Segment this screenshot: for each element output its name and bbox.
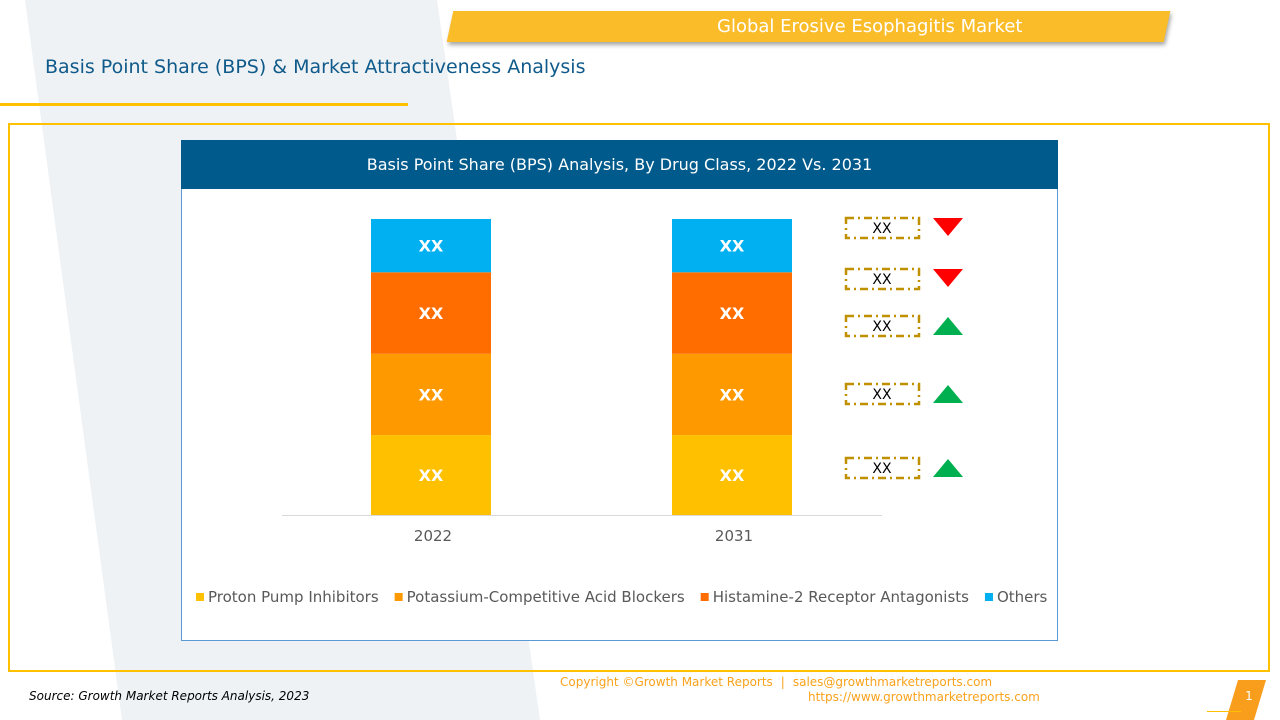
bar-segment xyxy=(672,353,792,436)
source-note: Source: Growth Market Reports Analysis, … xyxy=(29,689,310,703)
bps-label: XX xyxy=(872,387,892,403)
bps-box xyxy=(844,314,921,338)
page-line xyxy=(1207,711,1241,712)
legend-label: Potassium-Competitive Acid Blockers xyxy=(407,588,685,606)
bps-box xyxy=(844,216,921,240)
x-tick-label: 2022 xyxy=(414,527,452,545)
data-label: XX xyxy=(720,466,745,485)
data-label: XX xyxy=(720,237,745,256)
legend-swatch xyxy=(394,593,403,601)
arrow-down-icon xyxy=(933,269,963,287)
data-label: XX xyxy=(419,304,444,323)
footer-separator: | xyxy=(780,675,785,689)
bps-box xyxy=(844,456,921,480)
chart-panel xyxy=(181,140,1058,641)
arrow-up-icon xyxy=(933,385,963,403)
data-label: XX xyxy=(419,466,444,485)
bps-box xyxy=(844,267,921,291)
chart-title: Basis Point Share (BPS) Analysis, By Dru… xyxy=(181,140,1058,189)
page-subtitle: Basis Point Share (BPS) & Market Attract… xyxy=(45,56,586,78)
bar-segment xyxy=(371,353,491,436)
bar-segment xyxy=(371,272,491,354)
bps-label: XX xyxy=(872,461,892,477)
copyright-text: Copyright ©Growth Market Reports xyxy=(560,675,773,689)
legend-label: Others xyxy=(997,588,1048,606)
arrow-up-icon xyxy=(933,459,963,477)
data-label: XX xyxy=(720,304,745,323)
footer-contact: Copyright ©Growth Market Reports | sales… xyxy=(560,675,992,689)
legend-label: Proton Pump Inhibitors xyxy=(208,588,379,606)
website-link[interactable]: https://www.growthmarketreports.com xyxy=(808,690,1040,704)
page-number: 1 xyxy=(1245,689,1253,703)
data-label: XX xyxy=(720,385,745,404)
x-tick-label: 2031 xyxy=(715,527,753,545)
legend-swatch xyxy=(700,593,709,601)
bar-segment xyxy=(672,219,792,273)
bar-segment xyxy=(672,435,792,515)
legend-swatch xyxy=(984,593,993,601)
arrow-up-icon xyxy=(933,317,963,335)
bps-label: XX xyxy=(872,221,892,237)
data-label: XX xyxy=(419,237,444,256)
legend-label: Histamine-2 Receptor Antagonists xyxy=(713,588,969,606)
report-title: Global Erosive Esophagitis Market xyxy=(717,16,1023,37)
bps-label: XX xyxy=(872,272,892,288)
email-link[interactable]: sales@growthmarketreports.com xyxy=(792,675,993,689)
bar-segment xyxy=(672,272,792,354)
legend-swatch xyxy=(196,593,204,601)
bps-label: XX xyxy=(872,319,892,335)
subtitle-underline xyxy=(0,103,408,106)
arrow-down-icon xyxy=(933,218,963,236)
bar-segment xyxy=(371,435,491,515)
content-frame xyxy=(8,123,1270,672)
data-label: XX xyxy=(419,385,444,404)
bps-box xyxy=(844,382,921,406)
bar-segment xyxy=(371,219,491,273)
